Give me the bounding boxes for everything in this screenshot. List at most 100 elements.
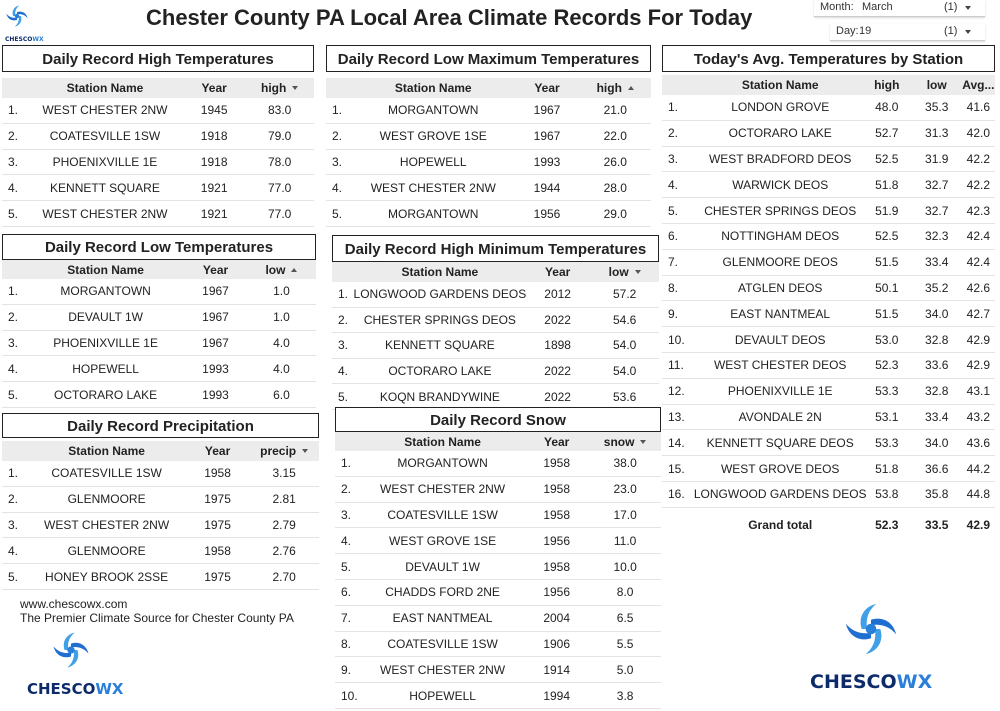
logo-icon: [6, 5, 28, 27]
column-header[interactable]: low: [247, 260, 316, 279]
column-header-text: Station Name: [404, 434, 481, 449]
cell: DEVAULT DEOS: [734, 332, 826, 347]
column-header[interactable]: Station Name: [699, 75, 862, 95]
column-header[interactable]: snow: [589, 432, 661, 451]
table-row: 2. GLENMOORE 1975 2.81: [2, 486, 319, 513]
column-header[interactable]: Year: [515, 78, 580, 98]
cell: DEVAULT 1W: [68, 310, 143, 325]
table-header: Station Name Year high: [2, 78, 314, 98]
cell: 10.0: [613, 559, 637, 574]
cell: 1921: [200, 206, 228, 221]
column-header[interactable]: Station Name: [355, 262, 525, 282]
cell: 42.6: [966, 280, 991, 295]
column-header[interactable]: Station Name: [361, 432, 524, 451]
filter-dropdown[interactable]: Day: 19 (1): [830, 24, 985, 41]
column-header[interactable]: Year: [183, 78, 245, 98]
table-row: 6. CHADDS FORD 2NE 1956 8.0: [335, 580, 661, 606]
table-row: 10. DEVAULT DEOS 53.0 32.8 42.9: [662, 327, 995, 353]
table-row: 3. HOPEWELL 1993 26.0: [326, 149, 651, 176]
table-row: 4. OCTORARO LAKE 2022 54.0: [332, 358, 659, 385]
column-header[interactable]: Station Name: [27, 78, 183, 98]
table-header: Station Name Year low: [2, 260, 316, 279]
rank: 5.: [668, 203, 679, 218]
cell: 57.2: [612, 287, 637, 302]
column-header[interactable]: low: [912, 75, 962, 95]
logo-swirl: [71, 642, 89, 654]
cell: 54.0: [612, 338, 637, 353]
cell: 26.0: [603, 154, 627, 169]
rank: 4.: [338, 364, 349, 379]
table-row: 16. LONGWOOD GARDENS DEOS 53.8 35.8 44.8: [662, 482, 995, 508]
cell: 1958: [204, 466, 231, 481]
cell: WARWICK DEOS: [732, 177, 829, 192]
column-header[interactable]: high: [862, 75, 912, 95]
column-header[interactable]: Station Name: [27, 441, 186, 461]
rank: 2.: [338, 312, 349, 327]
total-cell: Grand total: [748, 517, 813, 532]
rank: 15.: [668, 461, 685, 476]
cell: 52.5: [875, 229, 899, 244]
table-row: 5. HONEY BROOK 2SSE 1975 2.70: [2, 564, 319, 590]
column-header[interactable]: precip: [249, 441, 319, 461]
rank: 9.: [341, 662, 352, 677]
column-header[interactable]: Year: [524, 432, 589, 451]
filter-label: Day:: [836, 25, 859, 37]
cell: 1921: [200, 180, 228, 195]
rank: 2.: [8, 492, 19, 507]
rank: 3.: [8, 335, 19, 350]
table-row: 1. WEST CHESTER 2NW 1945 83.0: [2, 98, 314, 124]
cell: 1967: [202, 284, 229, 299]
logo-swirl: [67, 650, 79, 668]
cell: 43.2: [966, 409, 991, 424]
rank: 1.: [668, 100, 679, 115]
column-header[interactable]: Station Name: [27, 260, 184, 279]
cell: HOPEWELL: [72, 361, 139, 376]
cell: 53.3: [875, 435, 899, 450]
table-row: 3. WEST BRADFORD DEOS 52.5 31.9 42.2: [662, 146, 995, 173]
table-row: 2. CHESTER SPRINGS DEOS 2022 54.6: [332, 307, 659, 334]
column-header[interactable]: Avg...: [962, 75, 995, 95]
rank: 7.: [668, 255, 679, 270]
table-row: 2. WEST CHESTER 2NW 1958 23.0: [335, 476, 661, 503]
column-header[interactable]: high: [245, 78, 314, 98]
cell: 1994: [543, 688, 571, 703]
rank: 5.: [8, 387, 19, 402]
column-header[interactable]: Year: [184, 260, 247, 279]
cell: HONEY BROOK 2SSE: [45, 569, 169, 584]
cell: OCTORARO LAKE: [54, 387, 158, 402]
column-header[interactable]: Year: [186, 441, 249, 461]
cell: PHOENIXVILLE 1E: [53, 335, 158, 350]
rank: 2.: [341, 482, 352, 497]
logo-text-part: CHESCO: [27, 680, 96, 698]
column-header[interactable]: low: [590, 262, 659, 282]
table-row: 7. GLENMOORE DEOS 51.5 33.4 42.4: [662, 249, 995, 276]
table-row: 5. KOQN BRANDYWINE 2022 53.6: [332, 384, 659, 410]
cell: WEST CHESTER 2NW: [370, 180, 496, 195]
cell: 54.0: [612, 364, 637, 379]
cell: 42.4: [966, 229, 991, 244]
cell: OCTORARO LAKE: [388, 364, 492, 379]
logo-swirl: [17, 11, 28, 19]
table-row: 3. WEST CHESTER 2NW 1975 2.79: [2, 512, 319, 539]
cell: 38.0: [613, 456, 637, 471]
column-header[interactable]: Station Name: [352, 78, 515, 98]
rank: 1.: [8, 103, 19, 118]
page-title: Chester County PA Local Area Climate Rec…: [146, 5, 753, 30]
cell: 1967: [533, 103, 561, 118]
column-header[interactable]: Year: [525, 262, 590, 282]
rank: 3.: [341, 507, 352, 522]
logo-icon: [53, 632, 89, 668]
cell: WEST CHESTER 2NW: [44, 517, 170, 532]
cell: HOPEWELL: [399, 154, 467, 169]
cell: WEST CHESTER 2NW: [42, 206, 168, 221]
cell: COATESVILLE 1SW: [387, 507, 498, 522]
column-header[interactable]: high: [580, 78, 652, 98]
table-row: 1. LONGWOOD GARDENS DEOS 2012 57.2: [332, 282, 659, 308]
table-title: Daily Record Low Temperatures: [2, 234, 316, 260]
filter-dropdown[interactable]: Month: March (1): [814, 0, 985, 17]
table-row: 5. DEVAULT 1W 1958 10.0: [335, 554, 661, 580]
rank: 4.: [8, 543, 19, 558]
table-row: 1. LONDON GROVE 48.0 35.3 41.6: [662, 95, 995, 121]
rank: 4.: [341, 533, 352, 548]
